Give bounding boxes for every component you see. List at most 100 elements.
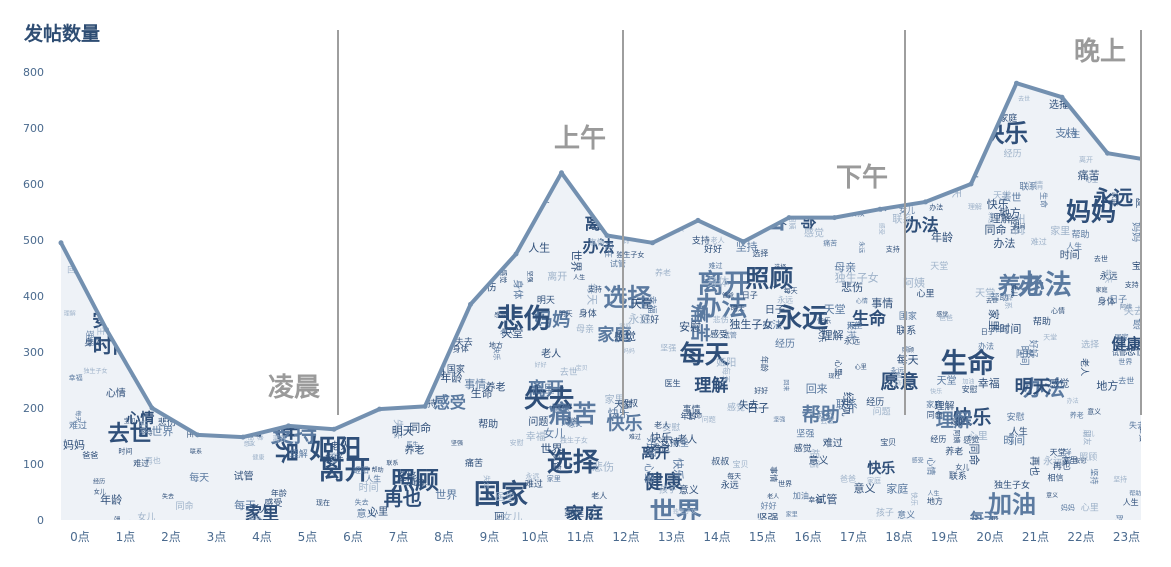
cloud-word: 好好 (269, 196, 289, 208)
cloud-word: 再也 (757, 167, 777, 180)
cloud-word: 联系 (779, 146, 791, 154)
cloud-word: 人生 (422, 289, 436, 298)
cloud-word: 快乐 (503, 131, 512, 145)
cloud-word: 世界 (778, 479, 792, 488)
cloud-word: 老人 (219, 372, 237, 384)
cloud-word: 女儿 (1010, 284, 1019, 298)
cloud-word: 时间 (1014, 223, 1026, 231)
cloud-word: 人生 (528, 241, 550, 255)
cloud-word: 理解 (936, 409, 972, 431)
x-axis: 0点 1点 2点 3点 4点 5点 6点 7点 8点 9点 10点 11点 12点 13点 14点 15点 16… (70, 530, 1140, 544)
cloud-word: 感觉 (1049, 377, 1069, 390)
cloud-word: 每天 (839, 97, 855, 107)
cloud-word: 明天 (731, 305, 745, 313)
cloud-word: 妈妈 (392, 92, 404, 100)
cloud-word: 失去 (217, 303, 233, 313)
cloud-word: 再也 (145, 456, 161, 466)
data-point (1105, 150, 1110, 156)
cloud-word: 悲伤 (218, 343, 234, 353)
cloud-word: 地方 (314, 343, 326, 351)
cloud-word: 家里 (277, 323, 309, 342)
cloud-word: 日子 (307, 243, 325, 254)
cloud-word: 永远 (1100, 270, 1118, 282)
cloud-word: 老人 (250, 503, 270, 516)
cloud-word: 孩子 (486, 166, 499, 188)
cloud-word: 女儿 (502, 511, 522, 524)
cloud-word: 痛苦 (383, 74, 405, 88)
cloud-word: 选择 (603, 283, 652, 311)
cloud-word: 幸福 (526, 430, 546, 443)
cloud-word: 坚强 (1139, 426, 1148, 442)
cloud-word: 事情 (517, 81, 539, 94)
cloud-word: 感觉 (936, 310, 948, 318)
cloud-word: 同命 (1104, 72, 1126, 86)
cloud-word: 妈妈 (308, 176, 360, 206)
cloud-word: 再也 (894, 372, 903, 386)
cloud-word: 加油 (65, 157, 77, 165)
cloud-word: 女儿 (899, 205, 915, 215)
cloud-word: 意义 (684, 157, 700, 167)
cloud-word: 阿姨 (952, 429, 961, 443)
x-tick-label: 9点 (480, 530, 500, 544)
data-point (832, 215, 837, 221)
x-tick-label: 3点 (207, 530, 227, 544)
x-tick-label: 21点 (1022, 530, 1049, 544)
cloud-word: 孩子 (876, 506, 894, 518)
cloud-word: 痛苦 (689, 304, 712, 342)
cloud-word: 永远 (844, 335, 860, 345)
data-point (513, 251, 519, 257)
cloud-word: 每天 (189, 471, 209, 484)
cloud-word: 心情 (126, 410, 154, 427)
cloud-word: 意义 (918, 77, 938, 90)
cloud-word: 理解 (472, 227, 490, 239)
cloud-word: 悲伤 (592, 460, 614, 474)
cloud-word: 家庭 (619, 322, 631, 330)
cloud-word: 每天 (721, 367, 731, 383)
cloud-word: 国家 (387, 115, 400, 135)
cloud-word: 回来 (782, 379, 789, 391)
cloud-word: 年龄 (557, 113, 575, 125)
cloud-word: 时间 (1003, 434, 1025, 447)
data-point (604, 233, 610, 239)
cloud-word: 好好 (268, 196, 282, 205)
cloud-word: 生命 (712, 93, 726, 102)
data-point (1059, 94, 1065, 100)
y-tick-label: 0 (37, 514, 44, 527)
cloud-word: 联系 (96, 276, 118, 289)
cloud-word: 独生子女 (84, 367, 108, 375)
cloud-word: 离开 (418, 299, 438, 312)
cloud-word: 朋友 (1114, 107, 1136, 121)
data-point (104, 327, 109, 333)
cloud-word: 朋友 (171, 315, 185, 337)
cloud-word: 试管 (308, 305, 321, 325)
cloud-word: 帮助 (482, 101, 496, 123)
cloud-word: 叔叔 (620, 398, 638, 410)
cloud-word: 离开 (967, 87, 979, 95)
cloud-word: 快乐 (953, 406, 991, 429)
cloud-word: 理解 (431, 312, 447, 322)
cloud-word: 养老 (776, 121, 788, 129)
cloud-word: 国家 (160, 308, 172, 326)
cloud-word: 生命 (852, 308, 887, 329)
cloud-word: 去世 (1001, 192, 1021, 204)
cloud-word: 意义 (809, 454, 829, 467)
x-tick-label: 12点 (612, 530, 639, 544)
cloud-word: 人生 (928, 490, 940, 498)
cloud-word: 叔叔 (817, 409, 835, 421)
cloud-word: 失去 (482, 475, 491, 489)
cloud-word: 相信 (808, 449, 821, 469)
cloud-word: 好好 (212, 379, 234, 393)
cloud-word: 选择 (1081, 339, 1099, 351)
cloud-word: 女儿 (543, 426, 565, 440)
cloud-word: 快乐 (930, 388, 942, 396)
cloud-word: 安慰 (510, 438, 524, 447)
cloud-word: 好好 (325, 452, 343, 464)
cloud-word: 永远 (834, 109, 850, 119)
cloud-word: 爸爸 (193, 87, 202, 101)
cloud-word: 心里 (834, 360, 843, 376)
cloud-word: 离开 (149, 170, 185, 192)
cloud-word: 姬阳 (599, 209, 629, 227)
cloud-word: 老人 (275, 187, 291, 197)
cloud-word: 心里 (968, 431, 988, 443)
cloud-word: 人生 (302, 102, 318, 112)
